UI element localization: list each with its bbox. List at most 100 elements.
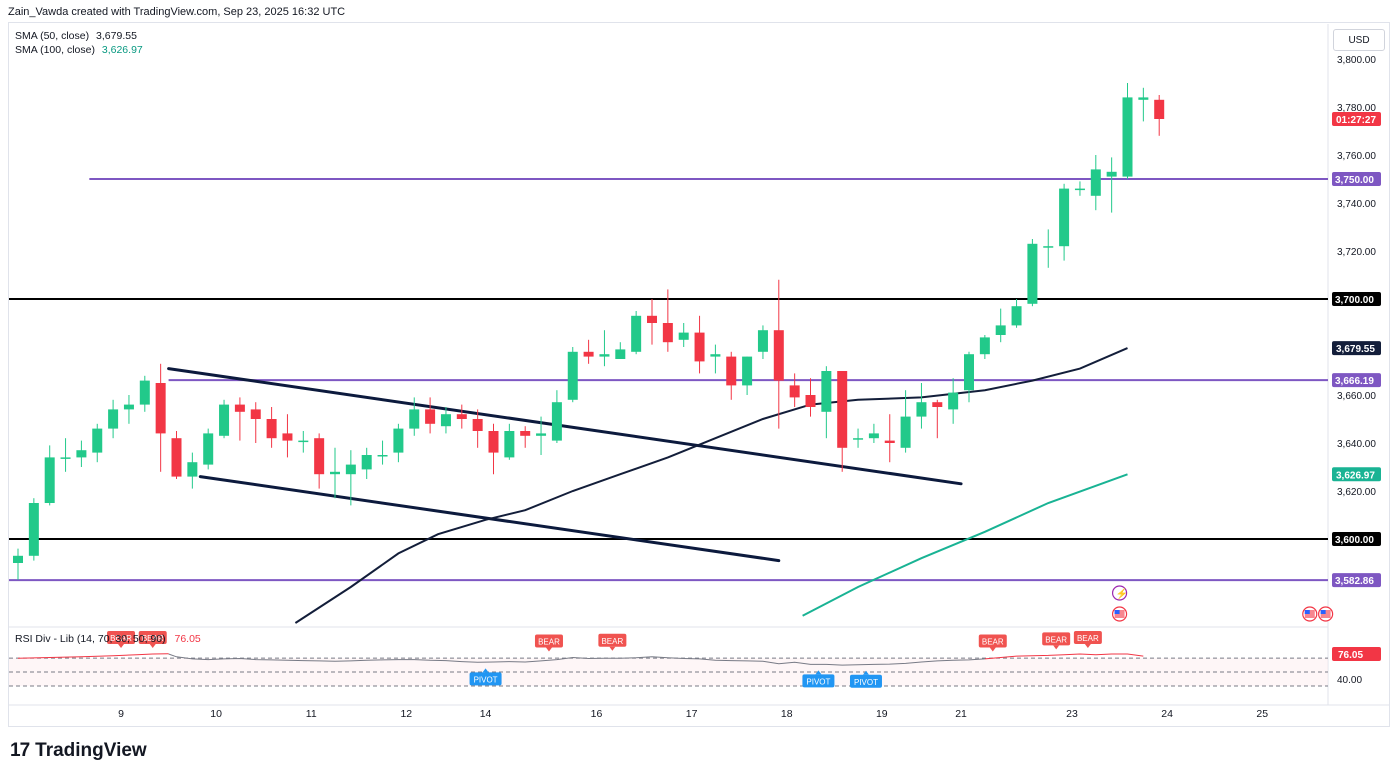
candle-body	[1059, 188, 1070, 247]
candle	[456, 404, 467, 429]
candle-body	[821, 371, 832, 412]
lightning-icon	[1111, 585, 1128, 601]
candle-body	[583, 351, 594, 357]
bear-signal: BEAR	[1073, 631, 1102, 648]
candle	[1059, 183, 1070, 261]
candle	[60, 438, 71, 472]
candle-body	[900, 416, 911, 448]
candle	[567, 347, 578, 403]
tradingview-brand[interactable]: 17 TradingView	[10, 740, 147, 762]
rsi-current-badge-label: 76.05	[1338, 650, 1363, 661]
rsi-pane: BEAR BEAR BEAR BEAR BEAR BEAR BEAR PIVOT PIVOT PI…	[9, 631, 1381, 688]
candle-body	[282, 433, 293, 441]
candle	[551, 390, 562, 443]
candle	[92, 423, 103, 463]
currency-button[interactable]: USD	[1333, 29, 1385, 51]
candle	[773, 279, 784, 429]
candle-body	[948, 392, 959, 410]
level-price-badge	[1332, 532, 1381, 546]
level-price-badge-label: 3,700.00	[1335, 295, 1374, 306]
candle	[472, 409, 483, 448]
sma50-value: 3,679.55	[96, 30, 137, 42]
rsi-value: 76.05	[174, 633, 201, 645]
candle	[1154, 95, 1165, 136]
level-price-badge-label: 3,582.86	[1335, 576, 1374, 587]
candle-body	[456, 414, 467, 419]
sma100-line	[802, 473, 1128, 617]
candle-body	[932, 402, 943, 407]
candle-body	[757, 330, 768, 352]
candle-body	[123, 404, 134, 410]
bear-signal: BEAR	[534, 634, 563, 652]
candle	[900, 390, 911, 453]
candle	[757, 325, 768, 359]
candle-body	[916, 402, 927, 417]
candles	[13, 83, 1165, 580]
time-tick-label: 19	[876, 708, 888, 720]
candle	[599, 330, 610, 367]
candle-body	[425, 409, 436, 424]
bear-badge-pointer	[118, 644, 125, 648]
candle-body	[567, 351, 578, 400]
candle	[995, 308, 1006, 343]
candle-body	[995, 325, 1006, 335]
candle	[631, 311, 642, 355]
price-tick-label: 3,740.00	[1337, 199, 1376, 210]
bear-badge	[138, 631, 167, 644]
candle-body	[662, 323, 673, 343]
sma100-legend[interactable]: SMA (100, close) 3,626.97	[15, 44, 143, 56]
pivot-badge	[849, 674, 882, 688]
candle	[108, 399, 119, 439]
candle-body	[108, 409, 119, 429]
candle-body	[742, 356, 753, 386]
tradingview-logo-icon: 17	[10, 740, 30, 761]
time-axis: 9 10 11 12 14 16 17 18 19 21 23 24 25	[118, 708, 1268, 720]
level-price-badge	[1332, 292, 1381, 306]
time-tick-label: 11	[306, 708, 317, 720]
candle	[1043, 229, 1054, 268]
bear-badge	[1073, 631, 1102, 644]
events: ⚡	[1111, 585, 1334, 622]
level-price-badge-label: 3,666.19	[1335, 376, 1374, 387]
candle-body	[1074, 188, 1085, 191]
grid	[9, 24, 1389, 706]
level-price-badge	[1332, 373, 1381, 388]
candle-body	[773, 330, 784, 381]
candle	[1074, 181, 1085, 196]
candle-body	[234, 404, 245, 412]
candle	[1027, 239, 1038, 307]
pivot-badge-pointer	[862, 670, 869, 675]
candle-body	[472, 419, 483, 431]
sma50-line	[294, 347, 1128, 624]
candle-body	[377, 455, 388, 457]
candle	[13, 548, 23, 580]
candle-body	[805, 395, 816, 407]
candle	[615, 342, 626, 359]
price-tick-label: 3,720.00	[1337, 247, 1376, 258]
pivot-badge-label: PIVOT	[806, 677, 830, 686]
bear-badge	[1042, 632, 1071, 646]
candle	[409, 397, 420, 436]
candle-body	[266, 419, 277, 439]
time-tick-label: 17	[686, 708, 698, 720]
candle-body	[298, 440, 309, 443]
candle	[948, 378, 959, 424]
rsi-legend[interactable]: RSI Div - Lib (14, 70, 30, 50, 90) 76.05	[15, 633, 201, 645]
bear-badge	[598, 633, 627, 647]
candle-body	[536, 433, 547, 436]
candle-body	[1154, 99, 1165, 119]
price-tick-label: 3,800.00	[1337, 55, 1376, 66]
sma50-legend[interactable]: SMA (50, close) 3,679.55	[15, 30, 137, 42]
candle	[916, 383, 927, 429]
pivot-badge	[802, 674, 835, 688]
candle	[155, 363, 166, 472]
candle	[393, 423, 404, 463]
price-tick-label: 3,640.00	[1337, 439, 1376, 450]
candle-body	[678, 332, 689, 340]
candle-body	[1027, 243, 1038, 304]
candle-body	[710, 354, 721, 357]
candle-body	[853, 438, 864, 440]
time-tick-label: 14	[480, 708, 492, 720]
candle	[298, 431, 309, 453]
